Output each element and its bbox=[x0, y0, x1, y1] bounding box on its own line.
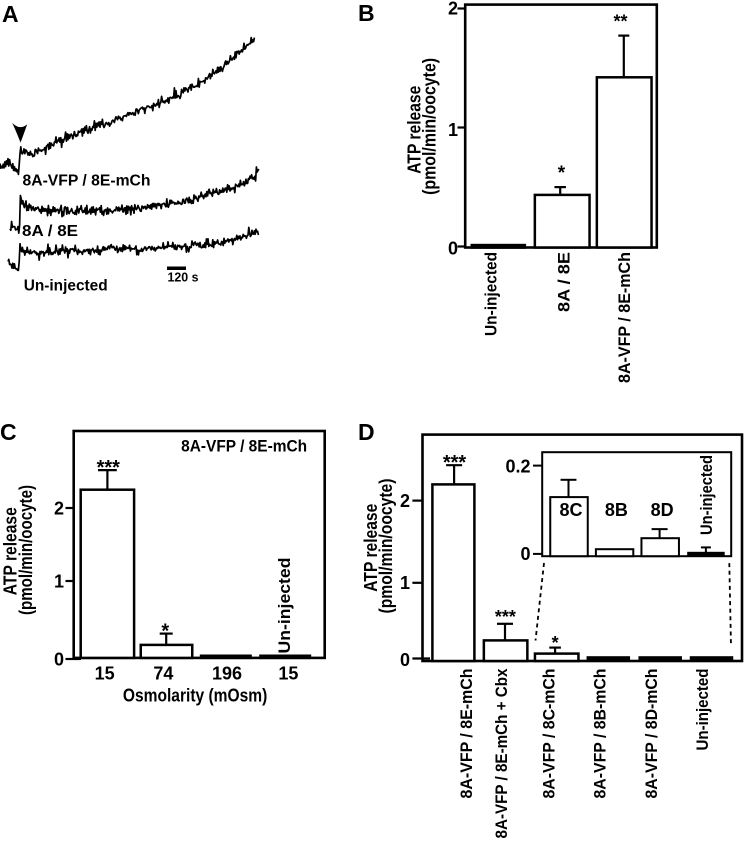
svg-text:B: B bbox=[358, 0, 375, 26]
svg-text:ATP release: ATP release bbox=[1, 507, 21, 595]
svg-text:Un-injected: Un-injected bbox=[698, 455, 716, 535]
svg-text:(pmol/min/oocyte): (pmol/min/oocyte) bbox=[16, 485, 36, 615]
svg-text:8A-VFP / 8E-mCh: 8A-VFP / 8E-mCh bbox=[457, 669, 476, 799]
svg-text:8A-VFP / 8E-mCh: 8A-VFP / 8E-mCh bbox=[181, 436, 307, 455]
svg-text:2: 2 bbox=[54, 498, 64, 518]
svg-text:*: * bbox=[552, 633, 559, 653]
svg-text:D: D bbox=[358, 419, 375, 445]
svg-text:0: 0 bbox=[520, 544, 530, 564]
svg-text:8A-VFP / 8E-mCh: 8A-VFP / 8E-mCh bbox=[615, 252, 634, 383]
svg-text:8D: 8D bbox=[651, 500, 674, 520]
svg-text:8A-VFP / 8E-mCh + Cbx: 8A-VFP / 8E-mCh + Cbx bbox=[492, 668, 511, 838]
svg-text:C: C bbox=[0, 419, 17, 445]
svg-text:196: 196 bbox=[212, 663, 242, 683]
svg-text:0: 0 bbox=[448, 238, 458, 258]
svg-text:0: 0 bbox=[400, 650, 410, 670]
svg-text:8A / 8E: 8A / 8E bbox=[22, 223, 78, 240]
svg-text:8C: 8C bbox=[559, 500, 582, 520]
svg-text:***: *** bbox=[97, 457, 121, 479]
svg-text:1: 1 bbox=[400, 573, 410, 593]
svg-text:ATP release: ATP release bbox=[361, 504, 381, 592]
svg-text:*: * bbox=[558, 163, 566, 184]
svg-text:2: 2 bbox=[448, 0, 458, 18]
svg-text:8A-VFP / 8C-mCh: 8A-VFP / 8C-mCh bbox=[540, 669, 559, 799]
svg-text:(pmol/min/oocyte): (pmol/min/oocyte) bbox=[376, 479, 396, 614]
svg-text:74: 74 bbox=[153, 663, 173, 683]
svg-text:120 s: 120 s bbox=[168, 271, 199, 285]
svg-text:***: *** bbox=[443, 452, 467, 474]
svg-text:**: ** bbox=[613, 12, 627, 32]
svg-text:Osmolarity (mOsm): Osmolarity (mOsm) bbox=[123, 686, 267, 706]
svg-text:15: 15 bbox=[95, 663, 115, 683]
svg-text:0: 0 bbox=[54, 649, 64, 669]
svg-text:2: 2 bbox=[400, 491, 410, 511]
svg-text:8A-VFP / 8E-mCh: 8A-VFP / 8E-mCh bbox=[23, 172, 151, 189]
svg-text:0.2: 0.2 bbox=[505, 457, 530, 477]
svg-text:Un-injected: Un-injected bbox=[24, 278, 108, 295]
svg-text:8A-VFP / 8D-mCh: 8A-VFP / 8D-mCh bbox=[642, 669, 661, 799]
svg-text:Un-injected: Un-injected bbox=[482, 252, 501, 336]
svg-text:1: 1 bbox=[54, 571, 64, 591]
svg-text:Un-injected: Un-injected bbox=[693, 669, 712, 751]
svg-text:1: 1 bbox=[448, 120, 458, 140]
svg-text:15: 15 bbox=[278, 663, 298, 683]
svg-text:Un-injected: Un-injected bbox=[275, 558, 294, 654]
svg-text:ATP release: ATP release bbox=[405, 86, 425, 174]
svg-text:8A / 8E: 8A / 8E bbox=[555, 252, 574, 312]
svg-text:(pmol/min/oocyte): (pmol/min/oocyte) bbox=[420, 58, 440, 195]
svg-text:8B: 8B bbox=[605, 500, 628, 520]
svg-text:*: * bbox=[161, 621, 169, 643]
svg-text:8A-VFP / 8B-mCh: 8A-VFP / 8B-mCh bbox=[590, 669, 609, 799]
svg-text:A: A bbox=[2, 1, 19, 27]
svg-text:***: *** bbox=[495, 607, 516, 627]
